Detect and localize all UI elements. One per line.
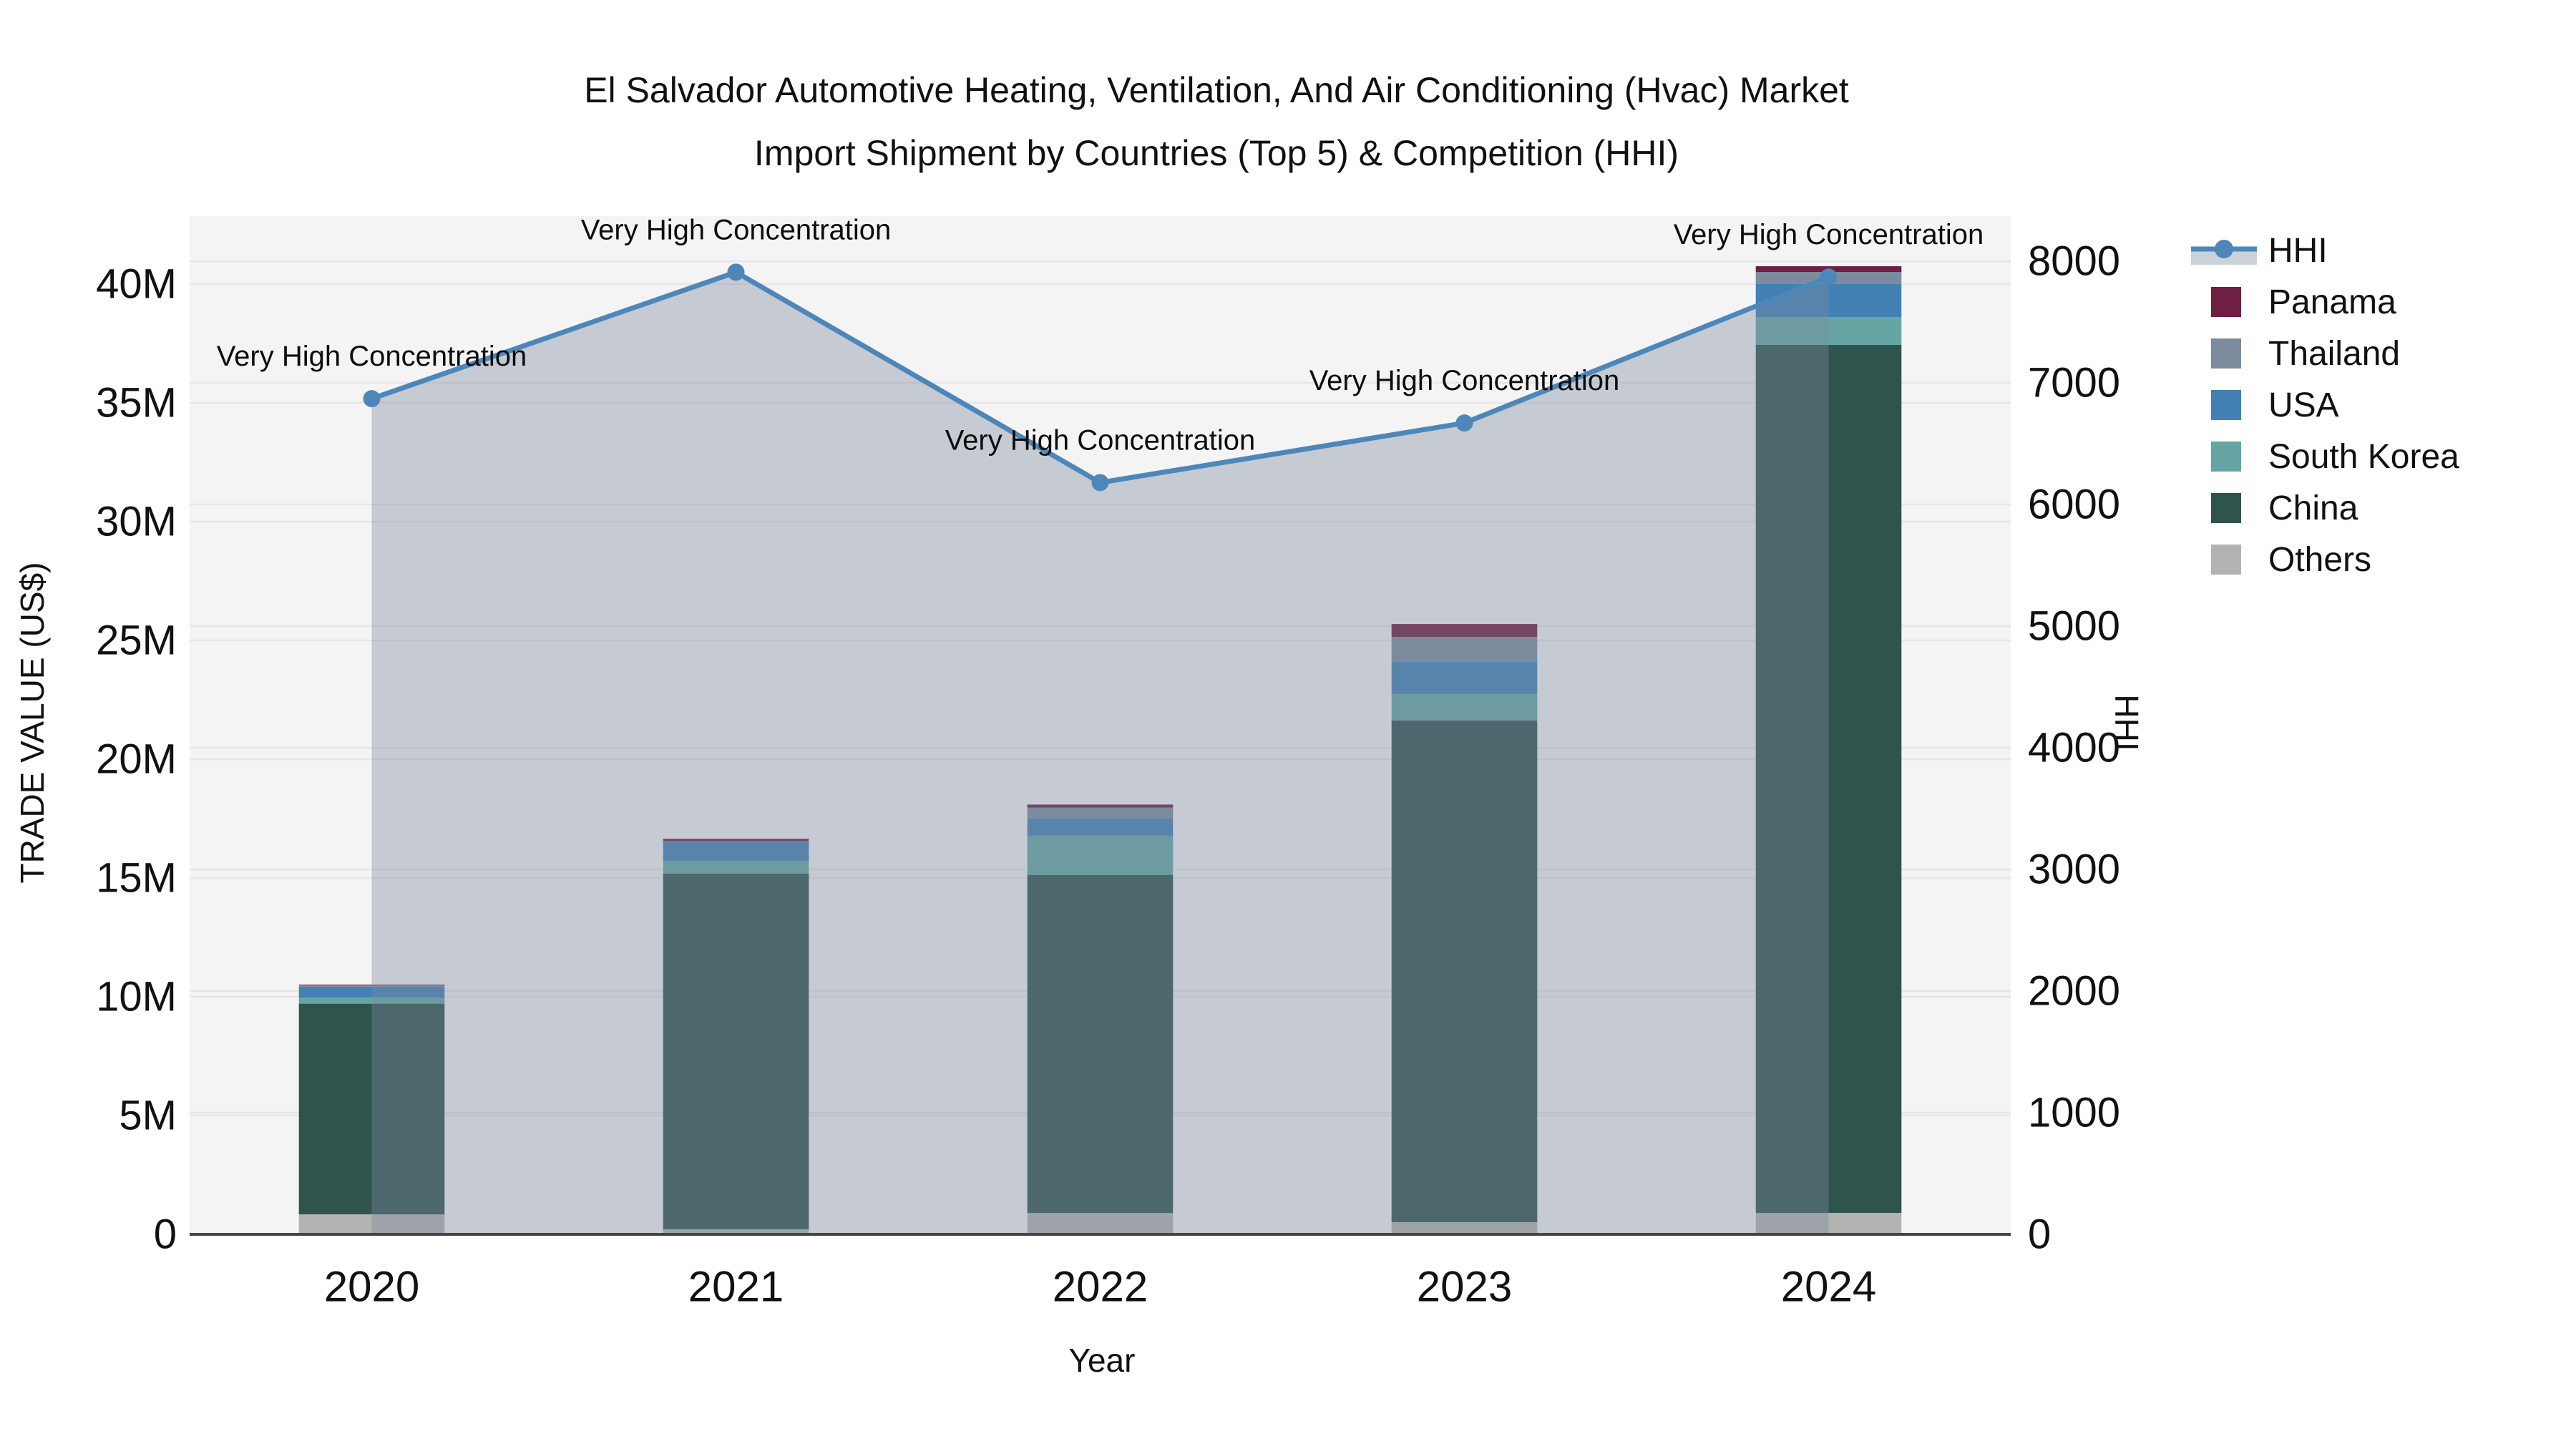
x-tick-label-2023: 2023 — [1417, 1263, 1512, 1311]
y-left-tick-label: 0 — [154, 1211, 177, 1258]
y-left-tick-label: 5M — [119, 1092, 177, 1138]
bar-segment-usa-2023[interactable] — [1391, 661, 1538, 695]
legend-label: HHI — [2268, 231, 2328, 270]
legend-label: Others — [2268, 540, 2372, 579]
bar-segment-thailand-2021[interactable] — [663, 841, 809, 842]
annotation-2021: Very High Concentration — [581, 214, 892, 245]
bar-segment-thailand-2020[interactable] — [298, 985, 445, 987]
china-swatch-icon — [2191, 488, 2257, 528]
bar-segment-china-2024[interactable] — [1755, 344, 1902, 1214]
bar-segment-others-2021[interactable] — [663, 1229, 809, 1234]
bar-segment-others-2020[interactable] — [298, 1214, 445, 1234]
y-right-tick-label: 2000 — [2028, 968, 2120, 1015]
bar-segment-usa-2022[interactable] — [1027, 818, 1174, 836]
bar-segment-thailand-2023[interactable] — [1391, 636, 1538, 662]
y-left-tick-label: 20M — [96, 736, 177, 782]
x-tick-label-2021: 2021 — [688, 1263, 784, 1311]
bar-segment-china-2020[interactable] — [298, 1003, 445, 1215]
bar-segment-china-2021[interactable] — [663, 874, 809, 1230]
panama-legend-color — [2211, 287, 2241, 317]
thailand-swatch-icon — [2191, 333, 2257, 374]
y-left-tick-label: 40M — [96, 260, 177, 307]
x-axis-title: Year — [1068, 1342, 1136, 1379]
bar-segment-others-2022[interactable] — [1027, 1213, 1174, 1234]
bar-segment-usa-2021[interactable] — [663, 841, 809, 862]
annotation-2020: Very High Concentration — [217, 341, 527, 372]
x-tick-label-2024: 2024 — [1781, 1263, 1876, 1311]
bar-segment-south-korea-2022[interactable] — [1027, 835, 1174, 875]
bar-segment-usa-2024[interactable] — [1755, 283, 1902, 318]
south-korea-swatch-icon — [2191, 436, 2257, 477]
bar-segment-south-korea-2023[interactable] — [1391, 694, 1538, 721]
legend-item-south-korea[interactable]: South Korea — [2191, 431, 2534, 482]
legend-label: South Korea — [2268, 437, 2459, 476]
bar-segment-south-korea-2020[interactable] — [298, 997, 445, 1004]
others-swatch-icon — [2191, 540, 2257, 580]
legend-label: Thailand — [2268, 334, 2401, 373]
legend-item-panama[interactable]: Panama — [2191, 276, 2534, 328]
y-left-tick-label: 15M — [96, 854, 177, 901]
chart-title-line2: Import Shipment by Countries (Top 5) & C… — [753, 133, 1679, 173]
y-right-tick-label: 0 — [2028, 1211, 2051, 1258]
annotation-2023: Very High Concentration — [1309, 365, 1620, 396]
legend-item-china[interactable]: China — [2191, 482, 2534, 534]
chart-title: El Salvador Automotive Heating, Ventilat… — [72, 59, 2361, 185]
y-right-axis-title: HHI — [2108, 694, 2145, 751]
legend: HHI Panama Thailand USA South Korea Chin… — [2191, 225, 2534, 585]
hhi-marker-2020[interactable] — [363, 390, 381, 408]
legend-label: China — [2268, 489, 2358, 527]
bar-segment-others-2024[interactable] — [1755, 1213, 1902, 1234]
hhi-marker-2022[interactable] — [1091, 474, 1109, 492]
bar-segment-china-2023[interactable] — [1391, 720, 1538, 1223]
chart-title-line1: El Salvador Automotive Heating, Ventilat… — [584, 70, 1849, 110]
china-legend-color — [2211, 493, 2241, 523]
annotation-2024: Very High Concentration — [1674, 219, 1984, 250]
hhi-area-fill — [371, 272, 1829, 1234]
legend-item-usa[interactable]: USA — [2191, 379, 2534, 431]
legend-item-hhi[interactable]: HHI — [2191, 225, 2534, 276]
y-left-tick-label: 30M — [96, 498, 177, 545]
bar-segment-south-korea-2021[interactable] — [663, 861, 809, 874]
hhi-marker-2024[interactable] — [1820, 268, 1838, 286]
y-left-tick-label: 25M — [96, 617, 177, 663]
bar-segment-panama-2021[interactable] — [663, 839, 809, 841]
hhi-line-swatch-icon — [2191, 230, 2257, 270]
y-right-tick-label: 8000 — [2028, 238, 2120, 285]
hhi-marker-2021[interactable] — [727, 263, 745, 281]
y-right-tick-label: 1000 — [2028, 1090, 2120, 1136]
bar-segment-china-2022[interactable] — [1027, 874, 1174, 1214]
bar-segment-usa-2020[interactable] — [298, 986, 445, 998]
legend-label: USA — [2268, 386, 2339, 424]
panama-swatch-icon — [2191, 282, 2257, 322]
x-tick-label-2020: 2020 — [324, 1263, 419, 1311]
legend-item-others[interactable]: Others — [2191, 534, 2534, 585]
y-left-tick-label: 10M — [96, 973, 177, 1020]
x-tick-label-2022: 2022 — [1053, 1263, 1148, 1311]
y-right-tick-label: 3000 — [2028, 847, 2120, 893]
y-right-tick-label: 7000 — [2028, 360, 2120, 406]
thailand-legend-color — [2211, 338, 2241, 369]
annotation-2022: Very High Concentration — [945, 424, 1256, 456]
bar-segment-panama-2022[interactable] — [1027, 804, 1174, 808]
usa-swatch-icon — [2191, 385, 2257, 425]
bar-segment-others-2023[interactable] — [1391, 1222, 1538, 1234]
bar-segment-south-korea-2024[interactable] — [1755, 317, 1902, 345]
legend-item-thailand[interactable]: Thailand — [2191, 328, 2534, 379]
y-right-tick-label: 6000 — [2028, 482, 2120, 528]
usa-legend-color — [2211, 390, 2241, 420]
bar-segment-panama-2023[interactable] — [1391, 624, 1538, 637]
y-left-axis-title: TRADE VALUE (US$) — [14, 562, 51, 884]
hhi-legend-glyph — [2191, 240, 2257, 265]
legend-label: Panama — [2268, 283, 2396, 321]
others-legend-color — [2211, 545, 2241, 575]
y-right-tick-label: 4000 — [2028, 725, 2120, 771]
bar-segment-thailand-2022[interactable] — [1027, 807, 1174, 819]
south-korea-legend-color — [2211, 441, 2241, 472]
hhi-marker-2023[interactable] — [1455, 414, 1473, 432]
y-right-tick-label: 5000 — [2028, 603, 2120, 650]
y-left-tick-label: 35M — [96, 379, 177, 426]
